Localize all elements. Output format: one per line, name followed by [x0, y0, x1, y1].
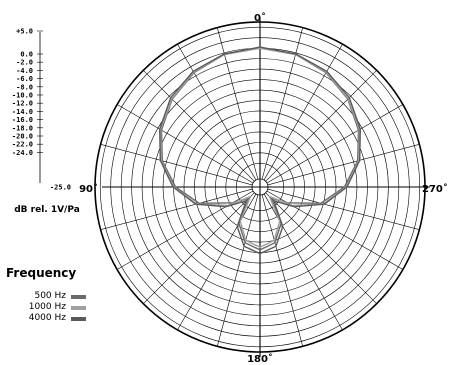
grid-spoke [143, 70, 255, 182]
legend-item: 500 Hz [24, 291, 86, 302]
legend-title: Frequency [6, 266, 77, 280]
angle-label-top: 0˚ [254, 12, 266, 24]
grid-spoke [267, 188, 420, 230]
grid-spoke [261, 27, 303, 180]
r-tick-label: -8.0 [16, 83, 33, 91]
grid-spoke [217, 27, 259, 180]
grid-spoke [217, 194, 259, 347]
radial-ticks: +5.00.0-2.0-4.0-6.0-8.0-10.0-12.0-14.0-1… [12, 28, 71, 192]
angle-label-bottom: 180˚ [247, 353, 273, 365]
r-tick-label: -25.0 [50, 184, 71, 192]
legend-swatch [71, 317, 86, 321]
grid-spoke [263, 43, 343, 181]
grid-spoke [177, 43, 257, 181]
angle-label-right: 270˚ [422, 183, 448, 195]
r-tick-label: -10.0 [12, 92, 33, 100]
polar-grid [39, 17, 430, 357]
r-tick-label: -12.0 [12, 100, 33, 108]
unit-label: dB rel. 1V/Pa [14, 205, 80, 215]
grid-spoke [265, 70, 377, 182]
r-tick-label: -16.0 [12, 116, 33, 124]
legend: 500 Hz 1000 Hz 4000 Hz [24, 291, 86, 324]
grid-spoke [100, 188, 253, 230]
r-tick-label: -2.0 [16, 59, 33, 67]
r-tick-label: -4.0 [16, 67, 33, 75]
legend-label: 500 Hz [34, 291, 66, 301]
r-tick-label: -6.0 [16, 75, 33, 83]
legend-item: 4000 Hz [24, 313, 86, 324]
series-layer [159, 46, 361, 255]
angle-label-left: 90˚ [79, 183, 98, 195]
grid-spoke [261, 194, 303, 347]
series-curve-2 [159, 46, 361, 255]
r-tick-label: -20.0 [12, 133, 33, 141]
grid-spoke [100, 144, 253, 186]
legend-swatch [71, 295, 86, 299]
series-curve-0 [160, 47, 360, 251]
r-tick-label: -18.0 [12, 124, 33, 132]
legend-label: 1000 Hz [28, 302, 66, 312]
grid-spoke [267, 144, 420, 186]
r-tick-label: -14.0 [12, 108, 33, 116]
legend-label: 4000 Hz [28, 313, 66, 323]
series-curve-1 [159, 47, 361, 248]
r-tick-label: +5.0 [16, 28, 33, 36]
grid-spoke [265, 192, 377, 304]
legend-item: 1000 Hz [24, 302, 86, 313]
grid-spoke [266, 104, 404, 184]
legend-swatch [71, 306, 86, 310]
grid-spoke [143, 192, 255, 304]
r-tick-label: -24.0 [12, 149, 33, 157]
grid-spoke [116, 104, 254, 184]
r-tick-label: 0.0 [20, 51, 33, 59]
r-tick-label: -22.0 [12, 141, 33, 149]
